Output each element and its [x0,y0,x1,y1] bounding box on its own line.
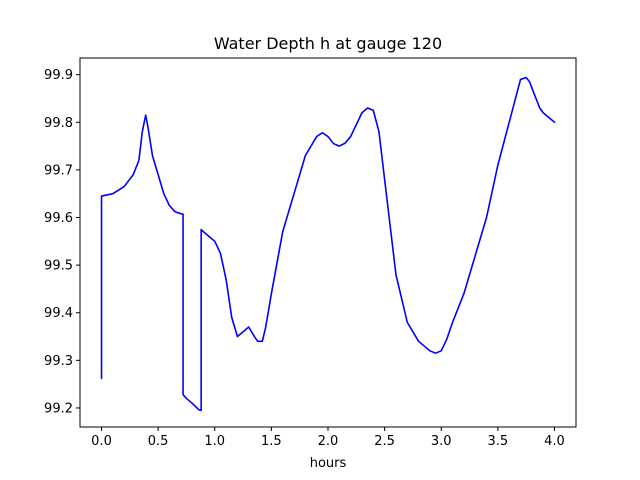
y-axis-ticks: 99.2 99.3 99.4 99.5 99.6 99.7 99.8 99.9 [44,68,80,416]
x-tick-label: 2.5 [374,434,395,449]
plot-layer [100,76,556,412]
x-tick-label: 1.0 [204,434,225,449]
y-tick-label: 99.6 [44,211,73,226]
x-tick-label: 0.0 [91,434,112,449]
y-tick-label: 99.9 [44,68,73,83]
x-tick-label: 4.0 [544,434,565,449]
x-tick-label: 3.5 [488,434,509,449]
y-tick-label: 99.4 [44,306,73,321]
x-tick-label: 2.0 [318,434,339,449]
x-tick-label: 3.0 [431,434,452,449]
series-line [100,76,556,412]
y-tick-label: 99.8 [44,116,73,131]
x-axis-ticks: 0.0 0.5 1.0 1.5 2.0 2.5 3.0 3.5 4.0 [91,427,565,449]
x-tick-label: 0.5 [148,434,169,449]
y-tick-label: 99.5 [44,259,73,274]
y-tick-label: 99.7 [44,163,73,178]
chart-title: Water Depth h at gauge 120 [214,34,442,53]
x-axis-label: hours [310,456,347,471]
x-tick-label: 1.5 [261,434,282,449]
y-tick-label: 99.3 [44,354,73,369]
y-tick-label: 99.2 [44,401,73,416]
